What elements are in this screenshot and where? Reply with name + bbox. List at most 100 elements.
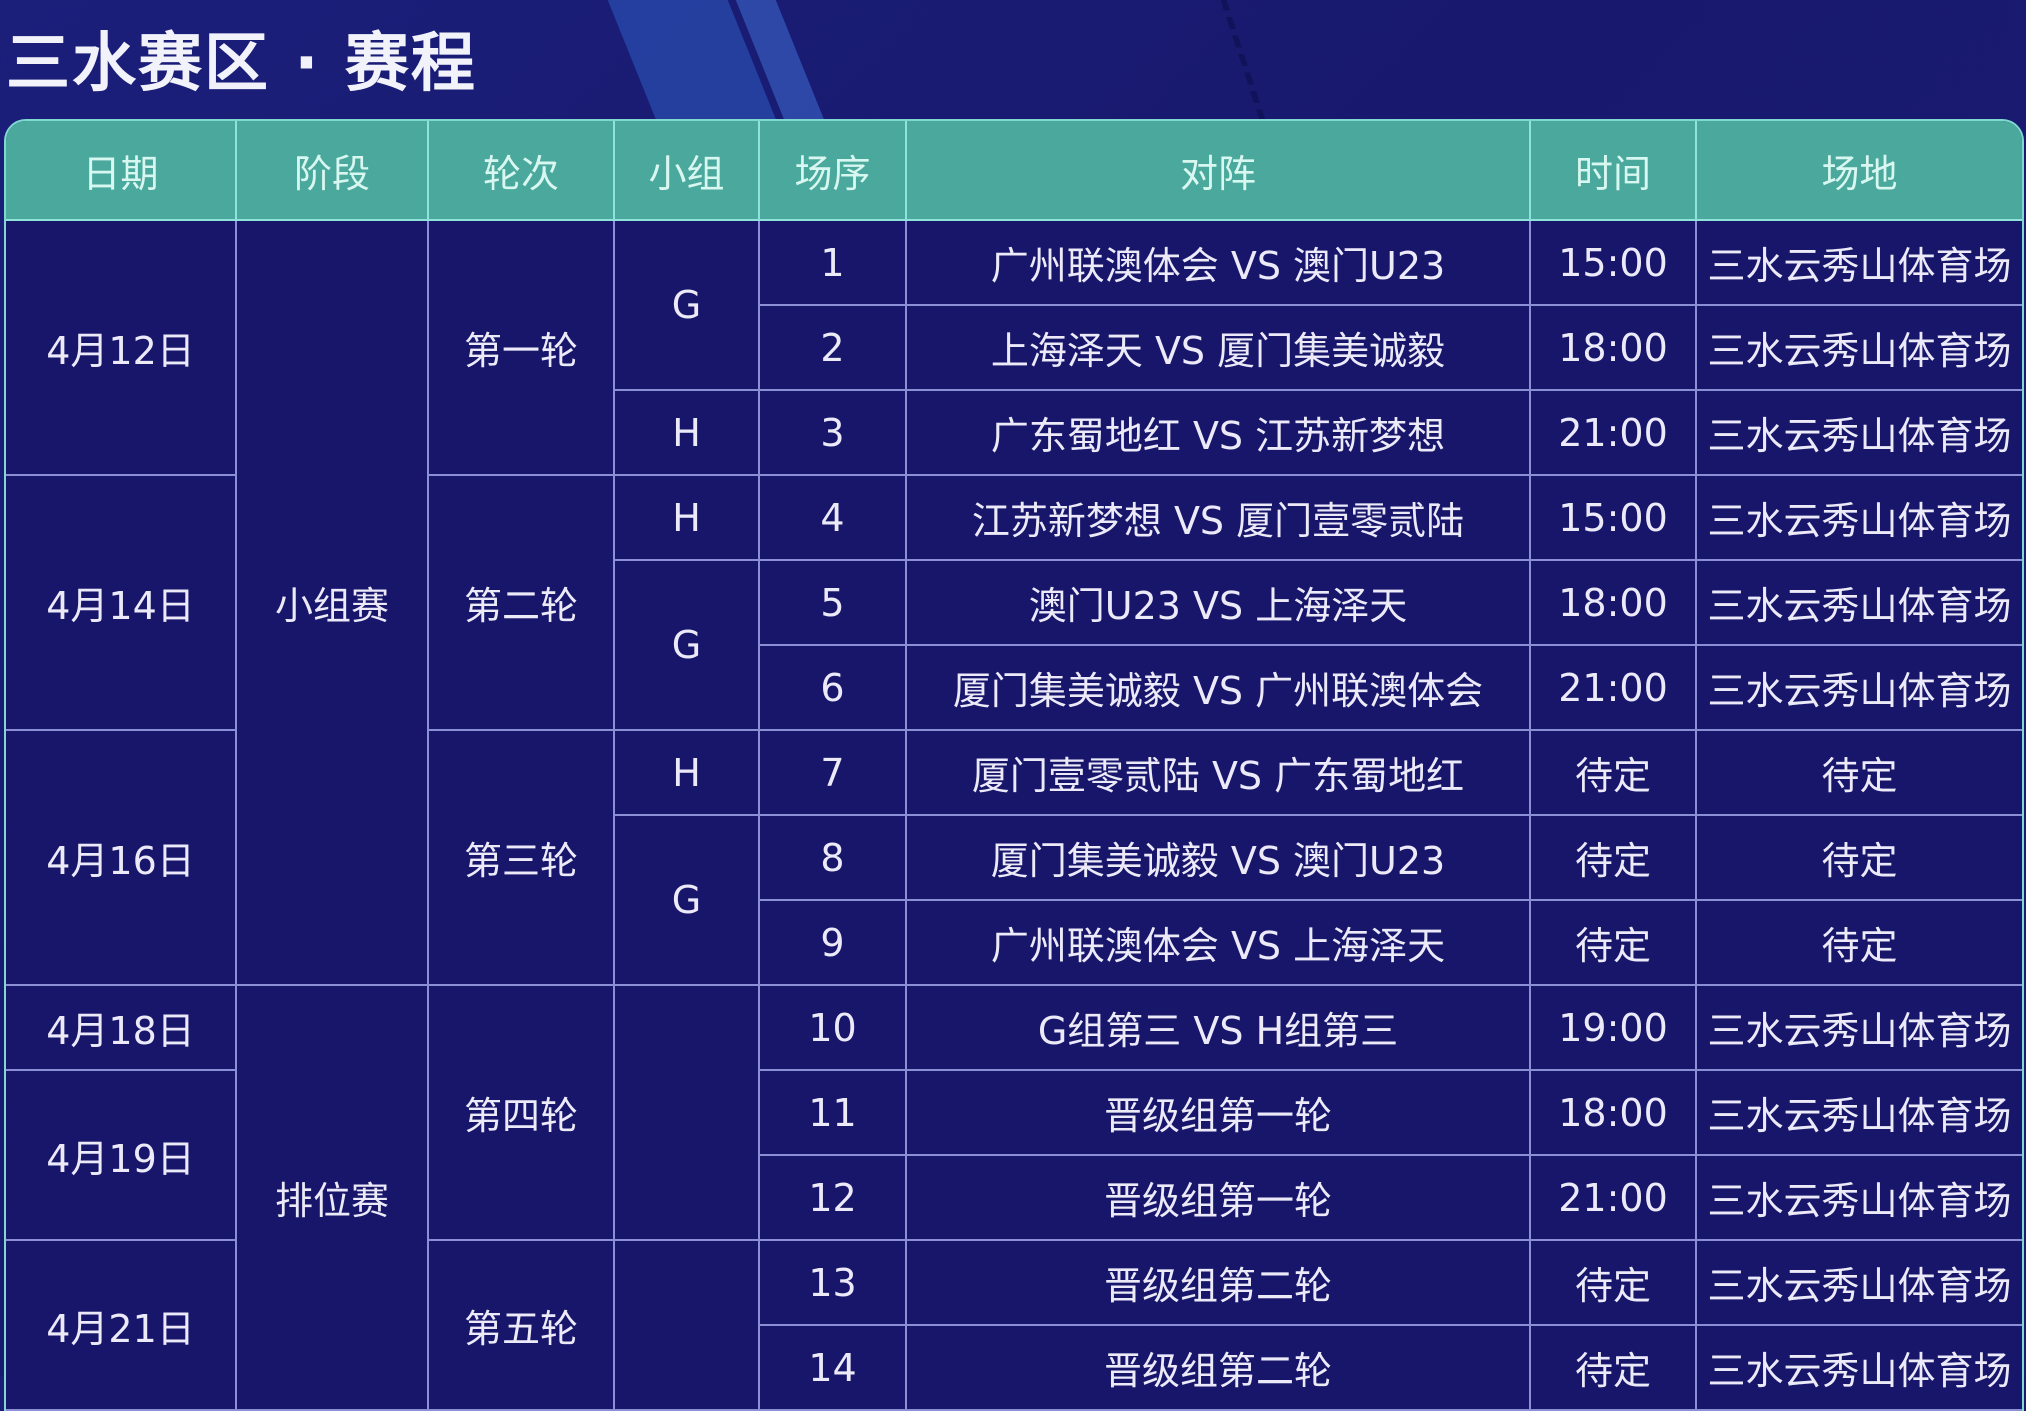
- date-cell: 4月12日: [6, 219, 237, 476]
- table-row: 12 晋级组第一轮 21:00 三水云秀山体育场: [6, 1154, 2022, 1241]
- time-cell: 21:00: [1529, 389, 1697, 476]
- match-number-cell: 9: [759, 899, 907, 986]
- table-row: 4月16日 第三轮 H 7 厦门壹零贰陆 VS 广东蜀地红 待定 待定: [6, 729, 2022, 986]
- table-row: H 3 广东蜀地红 VS 江苏新梦想 21:00 三水云秀山体育场: [6, 389, 2022, 476]
- table-row: 4月18日 排位赛 第四轮 10 G组第三 VS H组第三 19:00 三水云秀山体育场: [6, 984, 2022, 1411]
- date-cell: 4月18日: [6, 984, 237, 1071]
- time-cell: 15:00: [1529, 219, 1697, 306]
- matchup-cell: 厦门集美诚毅 VS 广州联澳体会: [905, 644, 1531, 731]
- match-number-cell: 3: [758, 389, 907, 476]
- header-date: 日期: [6, 121, 237, 221]
- matchup-cell: G组第三 VS H组第三: [905, 984, 1531, 1071]
- header-stage: 阶段: [235, 121, 429, 221]
- time-cell: 21:00: [1529, 644, 1697, 731]
- time-cell: 待定: [1529, 729, 1697, 816]
- round-cell: 第五轮: [427, 1239, 615, 1411]
- page-title: 三水赛区 · 赛程: [6, 27, 477, 101]
- group-cell: [613, 1239, 760, 1411]
- table-row: G 8 厦门集美诚毅 VS 澳门U23 待定 待定: [6, 814, 2022, 986]
- table-row: 6 厦门集美诚毅 VS 广州联澳体会 21:00 三水云秀山体育场: [6, 644, 2022, 731]
- time-cell: 19:00: [1529, 984, 1697, 1071]
- match-number-cell: 13: [758, 1239, 907, 1326]
- venue-cell: 三水云秀山体育场: [1695, 474, 2022, 561]
- venue-cell: 三水云秀山体育场: [1695, 1324, 2022, 1411]
- matchup-cell: 江苏新梦想 VS 厦门壹零贰陆: [905, 474, 1531, 561]
- round-cell: 第四轮: [427, 984, 615, 1241]
- time-cell: 待定: [1529, 1324, 1697, 1411]
- matchup-cell: 晋级组第一轮: [905, 1069, 1531, 1156]
- match-number-cell: 6: [759, 644, 907, 731]
- round-cell: 第二轮: [427, 474, 615, 731]
- matchup-cell: 晋级组第一轮: [905, 1154, 1531, 1241]
- time-cell: 15:00: [1529, 474, 1697, 561]
- stage-cell: 排位赛: [235, 984, 429, 1411]
- group-cell: [613, 984, 760, 1241]
- match-number-cell: 11: [758, 1069, 907, 1156]
- header-time: 时间: [1529, 121, 1697, 221]
- group-cell: H: [614, 389, 760, 476]
- venue-cell: 三水云秀山体育场: [1695, 984, 2022, 1071]
- date-cell: 4月21日: [6, 1239, 237, 1411]
- venue-cell: 三水云秀山体育场: [1695, 559, 2022, 646]
- venue-cell: 三水云秀山体育场: [1695, 1069, 2022, 1156]
- venue-cell: 三水云秀山体育场: [1695, 1239, 2022, 1326]
- group-cell: G: [614, 814, 760, 986]
- header-venue: 场地: [1695, 121, 2022, 221]
- table-row: 4月19日 11 晋级组第一轮 18:00 三水云秀山体育场: [6, 1069, 2022, 1241]
- time-cell: 待定: [1529, 814, 1697, 901]
- group-cell: G: [613, 219, 760, 391]
- date-cell: 4月19日: [6, 1069, 237, 1241]
- matchup-cell: 广东蜀地红 VS 江苏新梦想: [905, 389, 1531, 476]
- match-number-cell: 1: [758, 219, 907, 306]
- date-cell: 4月16日: [6, 729, 237, 986]
- matchup-cell: 厦门集美诚毅 VS 澳门U23: [905, 814, 1531, 901]
- matchup-cell: 澳门U23 VS 上海泽天: [905, 559, 1531, 646]
- schedule-table-container: 日期 阶段 轮次 小组 场序 对阵 时间 场地 4月12日 小组赛 第一轮 G 1 广州联…: [4, 119, 2024, 1411]
- time-cell: 18:00: [1529, 304, 1697, 391]
- matchup-cell: 上海泽天 VS 厦门集美诚毅: [905, 304, 1531, 391]
- round-cell: 第三轮: [427, 729, 615, 986]
- group-cell: H: [613, 474, 760, 561]
- time-cell: 待定: [1529, 1239, 1697, 1326]
- matchup-cell: 广州联澳体会 VS 上海泽天: [905, 899, 1531, 986]
- table-row: G 5 澳门U23 VS 上海泽天 18:00 三水云秀山体育场: [6, 559, 2022, 731]
- group-cell: G: [614, 559, 760, 731]
- match-number-cell: 14: [759, 1324, 907, 1411]
- table-row: 2 上海泽天 VS 厦门集美诚毅 18:00 三水云秀山体育场: [6, 304, 2022, 391]
- header-round: 轮次: [427, 121, 615, 221]
- date-cell: 4月14日: [6, 474, 237, 731]
- match-number-cell: 8: [758, 814, 907, 901]
- venue-cell: 三水云秀山体育场: [1695, 304, 2022, 391]
- match-number-cell: 7: [758, 729, 907, 816]
- header-group: 小组: [613, 121, 760, 221]
- matchup-cell: 晋级组第二轮: [905, 1324, 1531, 1411]
- time-cell: 18:00: [1529, 1069, 1697, 1156]
- match-number-cell: 12: [759, 1154, 907, 1241]
- table-row: 4月12日 小组赛 第一轮 G 1 广州联澳体会 VS 澳门U23 15:00 三水云秀山体育…: [6, 219, 2022, 986]
- venue-cell: 三水云秀山体育场: [1695, 219, 2022, 306]
- venue-cell: 待定: [1695, 729, 2022, 816]
- table-row: 4月14日 第二轮 H 4 江苏新梦想 VS 厦门壹零贰陆 15:00 三水云秀山体育场: [6, 474, 2022, 731]
- match-number-cell: 10: [758, 984, 907, 1071]
- schedule-table: 日期 阶段 轮次 小组 场序 对阵 时间 场地 4月12日 小组赛 第一轮 G 1 广州联…: [6, 121, 2022, 1411]
- time-cell: 18:00: [1529, 559, 1697, 646]
- matchup-cell: 厦门壹零贰陆 VS 广东蜀地红: [905, 729, 1531, 816]
- venue-cell: 待定: [1695, 899, 2022, 986]
- venue-cell: 三水云秀山体育场: [1695, 1154, 2022, 1241]
- venue-cell: 待定: [1695, 814, 2022, 901]
- time-cell: 待定: [1529, 899, 1697, 986]
- venue-cell: 三水云秀山体育场: [1695, 644, 2022, 731]
- header-match-number: 场序: [758, 121, 907, 221]
- venue-cell: 三水云秀山体育场: [1695, 389, 2022, 476]
- group-cell: H: [613, 729, 760, 816]
- match-number-cell: 5: [758, 559, 907, 646]
- match-number-cell: 4: [758, 474, 907, 561]
- time-cell: 21:00: [1529, 1154, 1697, 1241]
- header-matchup: 对阵: [905, 121, 1531, 221]
- matchup-cell: 晋级组第二轮: [905, 1239, 1531, 1326]
- match-number-cell: 2: [759, 304, 907, 391]
- round-cell: 第一轮: [427, 219, 615, 476]
- table-header-row: 日期 阶段 轮次 小组 场序 对阵 时间 场地: [6, 121, 2022, 221]
- matchup-cell: 广州联澳体会 VS 澳门U23: [905, 219, 1531, 306]
- stage-cell: 小组赛: [235, 219, 429, 986]
